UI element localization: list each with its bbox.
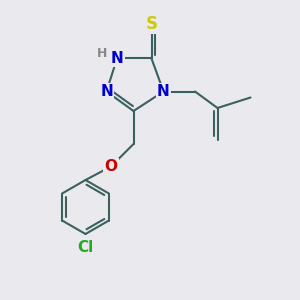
Text: Cl: Cl [77,240,94,255]
Text: O: O [104,159,118,174]
Text: H: H [97,46,107,60]
Text: S: S [146,15,158,33]
Text: N: N [111,51,123,66]
Text: N: N [100,84,113,99]
Text: N: N [157,84,170,99]
